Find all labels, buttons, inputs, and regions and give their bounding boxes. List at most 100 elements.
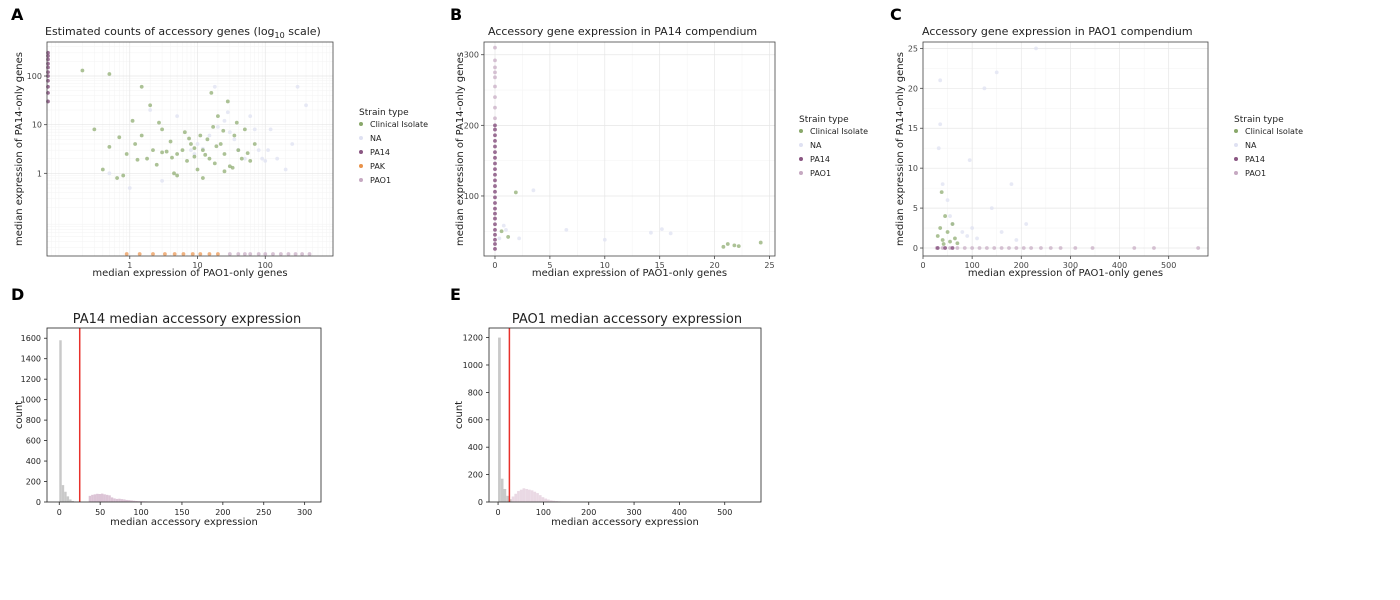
data-point-pao1 bbox=[248, 252, 253, 256]
histogram-bar bbox=[69, 499, 72, 502]
data-point-clinical-isolate bbox=[736, 244, 741, 249]
data-point-pao1 bbox=[263, 252, 268, 256]
data-point-na bbox=[970, 226, 975, 230]
panel-b: B Accessory gene expression in PA14 comp… bbox=[450, 5, 868, 279]
legend-entry: PA14 bbox=[1245, 155, 1265, 164]
data-point-clinical-isolate bbox=[939, 190, 944, 195]
data-point-clinical-isolate bbox=[721, 244, 726, 249]
x-tick-label: 100 bbox=[536, 508, 551, 517]
data-point-pao1 bbox=[300, 252, 305, 256]
histogram-bar bbox=[125, 499, 128, 502]
legend-swatch bbox=[359, 164, 363, 168]
data-point-clinical-isolate bbox=[245, 151, 250, 156]
panel-d: D PA14 median accessory expression 0 50 10… bbox=[11, 285, 322, 528]
histogram-bars bbox=[498, 337, 577, 502]
y-tick-label: 200 bbox=[464, 121, 479, 130]
data-point-clinical-isolate bbox=[185, 159, 189, 163]
y-axis-label: median expression of PA14-only genes bbox=[455, 52, 466, 246]
data-point-clinical-isolate bbox=[192, 154, 197, 159]
y-tick-label: 800 bbox=[26, 416, 41, 425]
data-point-clinical-isolate bbox=[139, 84, 144, 89]
data-point-pao1 bbox=[1007, 246, 1011, 250]
legend-swatch bbox=[799, 157, 803, 161]
data-point-pao1 bbox=[493, 75, 497, 80]
data-point-clinical-isolate bbox=[234, 120, 239, 125]
plot-frame bbox=[483, 41, 776, 257]
legend-swatch bbox=[359, 122, 363, 126]
data-point-clinical-isolate bbox=[940, 238, 945, 242]
data-point-pao1 bbox=[236, 252, 241, 256]
legend-entry: PA14 bbox=[370, 148, 390, 157]
y-tick-label: 1200 bbox=[21, 375, 41, 384]
data-point-clinical-isolate bbox=[80, 68, 85, 73]
data-point-clinical-isolate bbox=[148, 103, 153, 108]
data-point-clinical-isolate bbox=[209, 90, 214, 95]
data-point-na bbox=[948, 214, 952, 218]
y-tick-label: 0 bbox=[478, 498, 483, 507]
histogram-bars bbox=[59, 340, 173, 502]
data-point-clinical-isolate bbox=[121, 173, 126, 178]
data-point-clinical-isolate bbox=[117, 135, 122, 140]
histogram-bar bbox=[127, 500, 131, 502]
data-point-clinical-isolate bbox=[154, 162, 159, 167]
data-point-pao1 bbox=[977, 246, 982, 250]
data-point-pao1 bbox=[955, 246, 960, 250]
x-tick-label: 100 bbox=[258, 261, 273, 270]
legend-swatch bbox=[799, 143, 803, 147]
histogram-bar bbox=[61, 485, 65, 502]
data-point-pao1 bbox=[970, 246, 975, 250]
data-point-clinical-isolate bbox=[175, 173, 180, 178]
data-point-clinical-isolate bbox=[221, 128, 226, 133]
data-point-pao1 bbox=[493, 58, 497, 63]
x-tick-label: 300 bbox=[1063, 261, 1078, 270]
data-point-clinical-isolate bbox=[222, 169, 227, 174]
data-point-pa14 bbox=[493, 184, 497, 188]
data-point-pa14 bbox=[493, 178, 497, 183]
y-tick-label: 600 bbox=[26, 437, 41, 446]
data-point-clinical-isolate bbox=[107, 144, 112, 149]
data-point-pao1 bbox=[242, 252, 247, 256]
histogram-bar bbox=[71, 500, 74, 502]
data-point-na bbox=[668, 231, 673, 236]
histogram-bar bbox=[500, 478, 504, 502]
data-point-clinical-isolate bbox=[182, 130, 187, 135]
x-tick-label: 5 bbox=[547, 261, 552, 270]
data-point-pao1 bbox=[992, 246, 997, 250]
data-point-na bbox=[227, 130, 232, 135]
data-point-na bbox=[938, 122, 943, 127]
x-tick-label: 10 bbox=[600, 261, 610, 270]
x-tick-label: 500 bbox=[717, 508, 732, 517]
data-point-clinical-isolate bbox=[133, 142, 138, 146]
histogram-bar bbox=[533, 491, 537, 502]
histogram-bar bbox=[514, 493, 518, 502]
data-point-na bbox=[659, 227, 664, 232]
histogram-bar bbox=[120, 499, 124, 502]
histogram-bar bbox=[511, 496, 515, 502]
y-axis-label: count bbox=[454, 401, 465, 429]
data-point-na bbox=[1034, 46, 1038, 51]
data-point-pao1 bbox=[984, 246, 989, 250]
y-tick-label: 25 bbox=[908, 44, 918, 53]
data-point-pao1 bbox=[1152, 246, 1156, 250]
data-point-na bbox=[501, 223, 506, 228]
data-point-clinical-isolate bbox=[200, 148, 205, 153]
legend-entry: NA bbox=[1245, 141, 1257, 150]
legend-swatch bbox=[359, 136, 363, 140]
panel-label-e: E bbox=[450, 285, 461, 304]
legend-swatch bbox=[1234, 171, 1238, 175]
x-tick-label: 10 bbox=[192, 261, 202, 270]
data-point-na bbox=[965, 234, 970, 238]
x-tick-label: 1 bbox=[127, 261, 132, 270]
y-tick-label: 0 bbox=[36, 498, 41, 507]
data-point-pak bbox=[207, 252, 212, 256]
x-tick-label: 100 bbox=[964, 261, 979, 270]
data-point-pao1 bbox=[227, 252, 232, 256]
y-axis-label: median expression of PA14-only genes bbox=[895, 52, 906, 246]
panel-label-c: C bbox=[890, 5, 902, 24]
data-point-clinical-isolate bbox=[955, 241, 960, 246]
data-point-clinical-isolate bbox=[214, 144, 219, 149]
data-point-clinical-isolate bbox=[216, 114, 220, 119]
data-point-na bbox=[504, 227, 508, 232]
data-point-pa14 bbox=[943, 246, 948, 250]
data-point-pao1 bbox=[278, 252, 283, 256]
